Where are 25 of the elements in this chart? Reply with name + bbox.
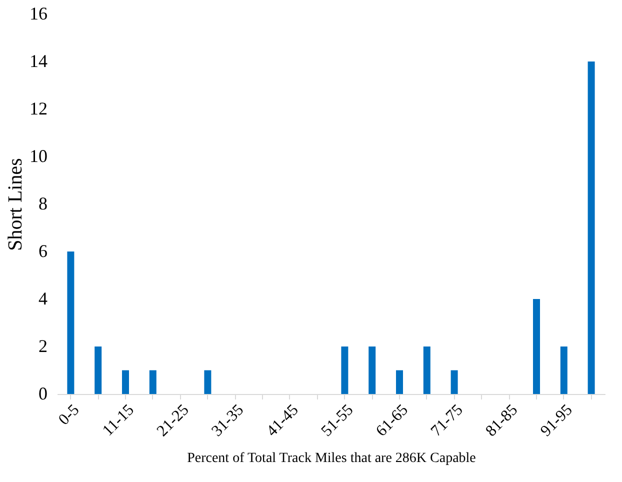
y-tick-label: 12 (30, 98, 48, 118)
bar (588, 62, 595, 394)
bar (533, 299, 540, 394)
bar (368, 346, 376, 394)
bar (67, 252, 74, 394)
bar (560, 346, 568, 394)
bar (396, 370, 403, 394)
bar (122, 370, 129, 394)
y-tick-label: 14 (30, 51, 48, 71)
x-axis-title: Percent of Total Track Miles that are 286K Capable (187, 451, 476, 466)
bar (149, 370, 156, 394)
bar (450, 370, 458, 394)
x-tick-label: 0-5 (56, 402, 83, 429)
y-axis-title: Short Lines (4, 158, 26, 251)
y-tick-label: 2 (38, 336, 48, 356)
bar (204, 370, 212, 394)
bar (423, 346, 430, 394)
y-tick-label: 8 (38, 194, 48, 214)
y-tick-label: 0 (38, 384, 48, 404)
y-tick-label: 4 (38, 288, 48, 308)
y-tick-label: 16 (30, 4, 48, 24)
y-tick-label: 6 (38, 241, 48, 261)
y-tick-label: 10 (30, 146, 48, 166)
bar (94, 346, 102, 394)
bar (341, 346, 348, 394)
